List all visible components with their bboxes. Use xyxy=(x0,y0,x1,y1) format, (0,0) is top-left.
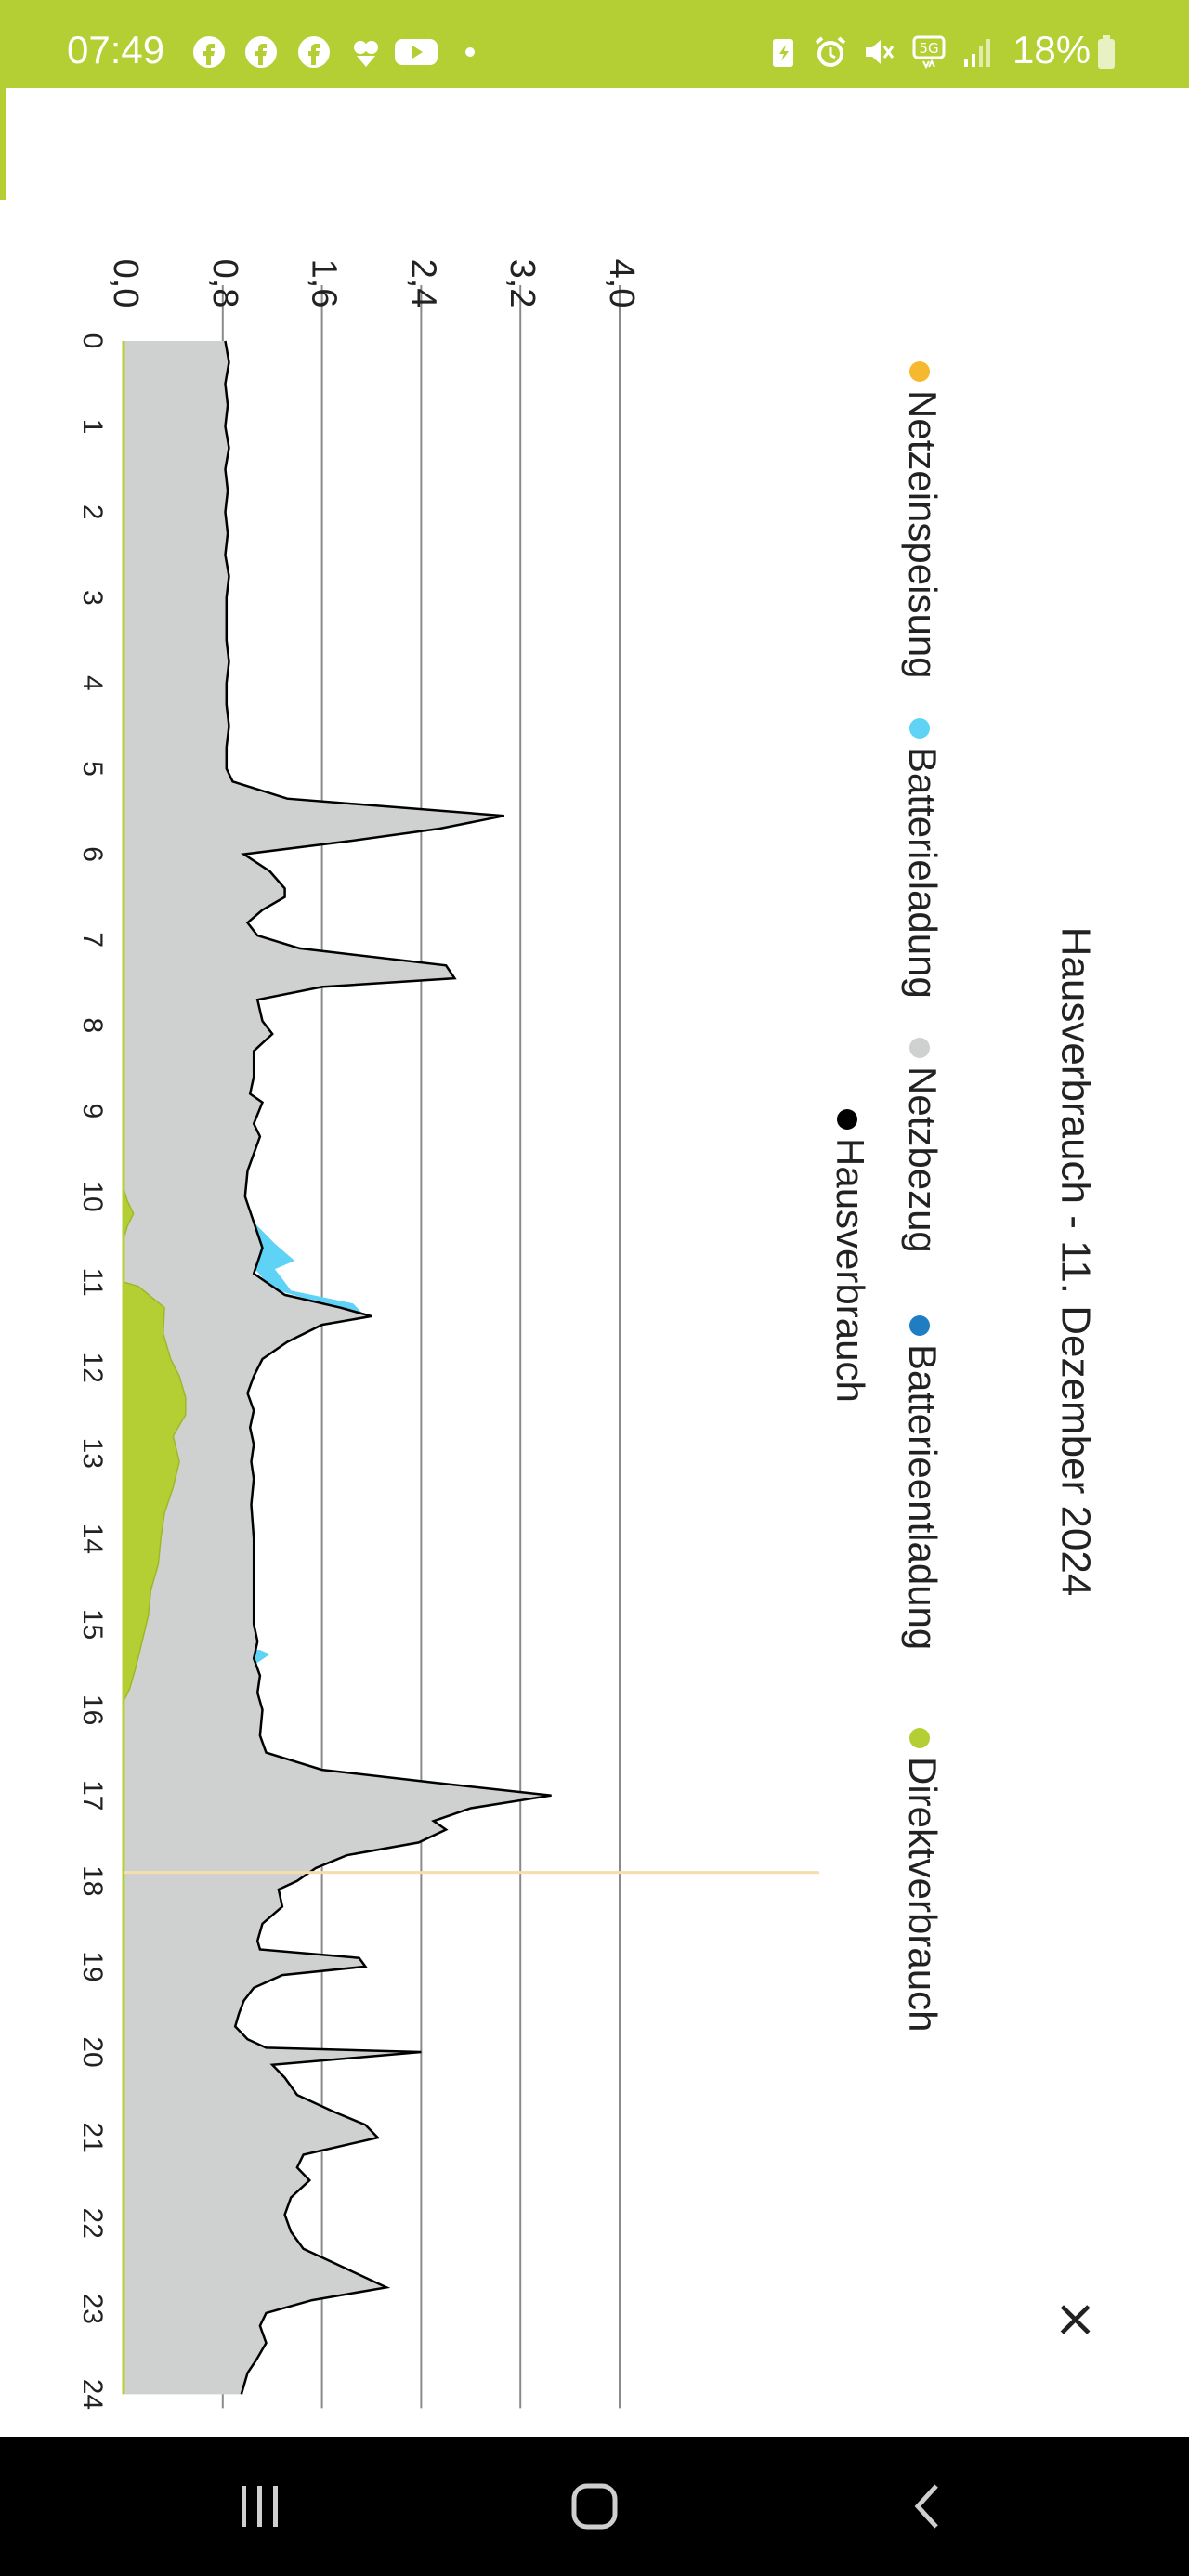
netzbezug-area xyxy=(124,341,552,2395)
x-tick-label: 9 xyxy=(77,1104,108,1119)
legend-item-netzbezug[interactable]: Netzbezug xyxy=(901,1038,945,1253)
y-tick-label: 1,6 xyxy=(305,259,344,308)
x-tick-label: 16 xyxy=(77,1694,108,1725)
legend-item-hausverbrauch[interactable]: Hausverbrauch xyxy=(829,1109,872,1403)
legend-marker xyxy=(909,718,930,739)
x-tick-label: 10 xyxy=(77,1181,108,1211)
legend-marker xyxy=(837,1109,857,1130)
x-tick-label: 5 xyxy=(77,761,108,777)
status-battery-percent: 18% xyxy=(1013,28,1091,72)
x-tick-label: 0 xyxy=(77,333,108,349)
legend-marker xyxy=(909,1728,930,1748)
y-tick-label: 0,0 xyxy=(106,259,145,308)
y-tick-label: 2,4 xyxy=(403,259,442,308)
plot-area xyxy=(122,340,819,2395)
x-tick-label: 15 xyxy=(77,1609,108,1640)
mute-icon xyxy=(866,40,895,64)
home-icon[interactable] xyxy=(567,2478,622,2534)
legend-marker xyxy=(909,1038,930,1058)
x-tick-label: 11 xyxy=(77,1268,108,1297)
5g-icon: 5G xyxy=(912,35,946,69)
x-tick-label: 1 xyxy=(77,419,108,435)
legend-label: Netzbezug xyxy=(901,1066,945,1253)
x-tick-label: 7 xyxy=(77,932,108,948)
hausverbrauch-line xyxy=(224,340,552,2395)
batterieladung-area xyxy=(255,1650,270,1663)
svg-text:5G: 5G xyxy=(919,40,938,57)
y-axis-ticks: 0,0 0,8 1,6 2,4 3,2 4,0 xyxy=(106,259,641,308)
x-tick-label: 6 xyxy=(77,846,108,862)
back-icon[interactable] xyxy=(901,2478,957,2534)
battery-icon xyxy=(1098,35,1115,69)
chart-title: Hausverbrauch - 11. Dezember 2024 xyxy=(1052,927,1098,1597)
y-tick-label: 4,0 xyxy=(602,259,641,308)
legend-label: Batterieladung xyxy=(901,747,945,999)
facebook-icon xyxy=(193,36,225,68)
legend-marker xyxy=(909,361,930,382)
legend-item-netzeinspeisung[interactable]: Netzeinspeisung xyxy=(901,361,945,679)
facebook-icon xyxy=(298,36,330,68)
status-bar: 07:49 5G 18% xyxy=(0,0,1189,88)
status-time: 07:49 xyxy=(67,28,165,72)
x-tick-label: 17 xyxy=(77,1780,108,1811)
legend-item-batterieentladung[interactable]: Batterieentladung xyxy=(901,1315,945,1650)
legend-label: Direktverbrauch xyxy=(901,1757,945,2032)
x-tick-label: 20 xyxy=(77,2036,108,2067)
x-tick-label: 18 xyxy=(77,1865,108,1896)
x-tick-label: 13 xyxy=(77,1438,108,1469)
x-tick-label: 4 xyxy=(77,675,108,691)
y-tick-label: 0,8 xyxy=(205,259,244,308)
close-button[interactable]: × xyxy=(1046,2298,1106,2342)
legend-item-batterieladung[interactable]: Batterieladung xyxy=(901,718,945,999)
youtube-icon xyxy=(395,39,438,65)
battery-saver-icon xyxy=(773,39,793,67)
chart: 0,0 0,8 1,6 2,4 3,2 4,0 012345678910111213141… xyxy=(77,259,1106,2411)
legend-label: Netzeinspeisung xyxy=(901,390,945,679)
legend-label: Batterieentladung xyxy=(901,1344,945,1650)
signal-icon xyxy=(964,39,990,67)
x-tick-label: 8 xyxy=(77,1017,108,1033)
legend-marker xyxy=(909,1315,930,1336)
x-tick-label: 21 xyxy=(77,2122,108,2152)
left-accent-stripe xyxy=(0,88,6,200)
x-tick-label: 14 xyxy=(77,1523,108,1554)
y-tick-label: 3,2 xyxy=(503,259,542,308)
x-tick-label: 24 xyxy=(77,2379,108,2410)
navigation-bar xyxy=(0,2437,1189,2576)
close-icon[interactable]: × xyxy=(1046,2298,1106,2342)
batterieladung-area xyxy=(254,1222,372,1316)
x-tick-label: 2 xyxy=(77,504,108,520)
x-tick-label: 3 xyxy=(77,590,108,606)
app-icon xyxy=(354,41,378,67)
dot-icon xyxy=(465,47,475,57)
legend-item-direktverbrauch[interactable]: Direktverbrauch xyxy=(901,1728,945,2032)
x-tick-label: 19 xyxy=(77,1951,108,1981)
recent-apps-icon[interactable] xyxy=(232,2478,288,2534)
x-tick-label: 23 xyxy=(77,2294,108,2324)
legend: Netzeinspeisung Batterieladung Netzbezug Ba… xyxy=(829,361,945,2032)
legend-label: Hausverbrauch xyxy=(829,1138,872,1403)
direktverbrauch-area xyxy=(123,1187,187,1702)
alarm-icon xyxy=(815,36,846,67)
facebook-icon xyxy=(245,36,277,68)
x-tick-label: 22 xyxy=(77,2208,108,2239)
x-tick-label: 12 xyxy=(77,1353,108,1383)
